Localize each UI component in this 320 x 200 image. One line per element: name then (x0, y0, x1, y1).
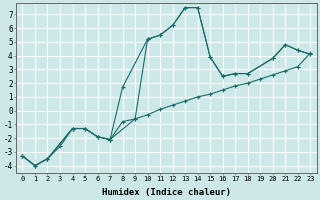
X-axis label: Humidex (Indice chaleur): Humidex (Indice chaleur) (102, 188, 231, 197)
